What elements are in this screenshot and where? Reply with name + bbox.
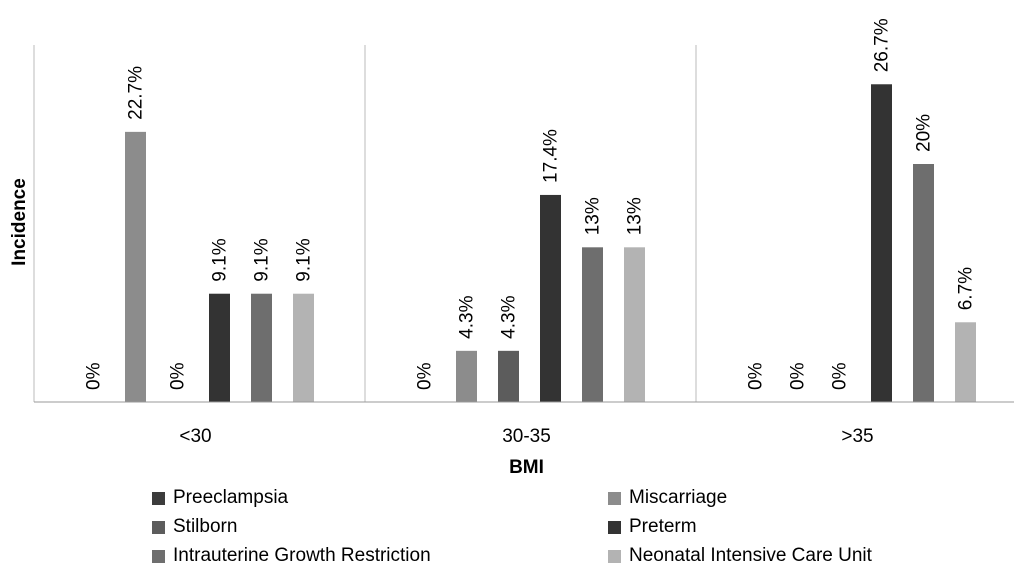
bar-value-label: 20%: [914, 114, 935, 152]
legend-label: Neonatal Intensive Care Unit: [629, 545, 872, 566]
bar: [293, 293, 314, 402]
bar-value-label: 22.7%: [126, 66, 147, 120]
bar-value-label: 4.3%: [499, 295, 520, 338]
bar: [955, 322, 976, 402]
y-axis-title: Incidence: [9, 178, 30, 266]
bar: [456, 350, 477, 402]
bar: [209, 293, 230, 402]
bar-value-label: 4.3%: [457, 295, 478, 338]
legend-swatch: [608, 549, 621, 563]
bar-value-label: 13%: [583, 197, 604, 235]
bar-value-label: 6.7%: [956, 267, 977, 310]
legend-item: Preeclampsia: [152, 486, 288, 510]
bar-value-label: 26.7%: [872, 18, 893, 72]
bar-value-label: 0%: [415, 362, 436, 390]
bar-value-label: 0%: [746, 362, 767, 390]
legend-item: Intrauterine Growth Restriction: [152, 544, 431, 568]
legend-item: Neonatal Intensive Care Unit: [608, 544, 872, 568]
legend-swatch: [152, 520, 165, 534]
legend-item: Preterm: [608, 515, 697, 539]
bar-value-label: 0%: [84, 362, 105, 390]
legend-swatch: [608, 520, 621, 534]
bar: [582, 247, 603, 402]
bar: [624, 247, 645, 402]
bar-value-label: 17.4%: [541, 129, 562, 183]
bar: [540, 194, 561, 402]
bar: [913, 164, 934, 402]
bar-chart: 0% 22.7% 0% 9.1% 9.1% 9.1% 0% 4.3% 4.3% 17.4% 13% 1…: [9, 18, 1014, 478]
legend-label: Preterm: [629, 516, 697, 537]
legend-label: Intrauterine Growth Restriction: [173, 545, 431, 566]
legend-item: Miscarriage: [608, 486, 727, 510]
legend-label: Stilborn: [173, 516, 238, 537]
bar-value-label: 9.1%: [294, 238, 315, 281]
x-tick-label: 30-35: [502, 426, 551, 447]
bar: [498, 350, 519, 402]
bar-value-label: 0%: [788, 362, 809, 390]
bar: [871, 84, 892, 403]
legend-label: Miscarriage: [629, 487, 728, 508]
legend-swatch: [152, 491, 165, 505]
bar-value-label: 13%: [625, 197, 646, 235]
bar-value-label: 9.1%: [210, 238, 231, 281]
bar: [251, 293, 272, 402]
legend-swatch: [152, 549, 165, 563]
legend-swatch: [608, 491, 621, 505]
legend-item: Stilborn: [152, 515, 237, 539]
legend-label: Preeclampsia: [173, 487, 289, 508]
x-axis-title: BMI: [509, 457, 544, 478]
bar: [125, 131, 146, 402]
bar-value-label: 9.1%: [252, 238, 273, 281]
x-tick-label: >35: [841, 426, 873, 447]
bar-value-label: 0%: [830, 362, 851, 390]
x-tick-label: <30: [179, 426, 211, 447]
bar-value-label: 0%: [168, 362, 189, 390]
